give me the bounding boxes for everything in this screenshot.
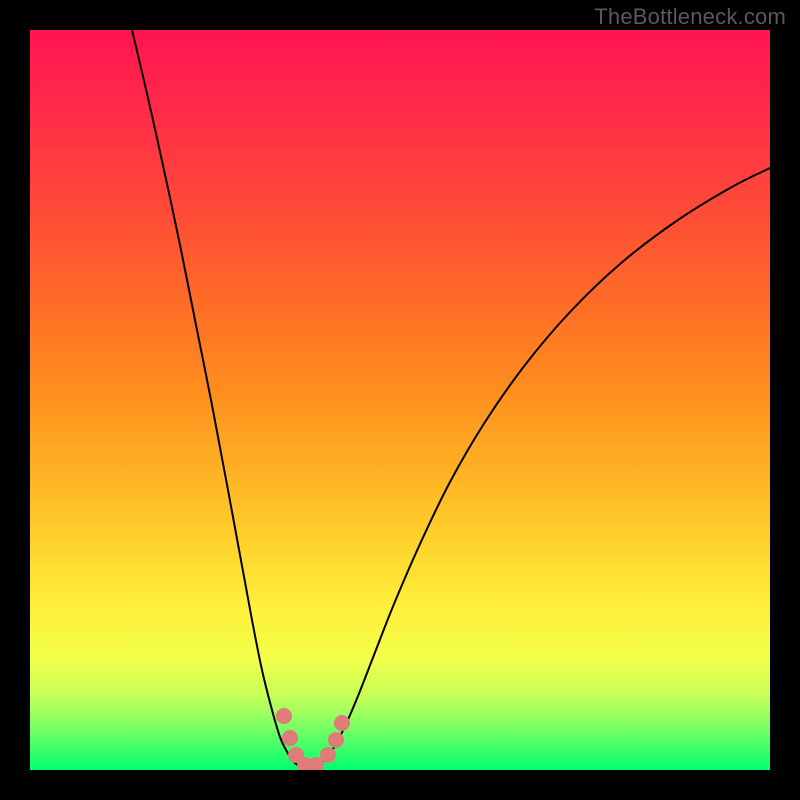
curve-marker (282, 730, 298, 746)
curve-layer (30, 30, 770, 770)
curve-marker (320, 747, 336, 763)
plot-area (30, 30, 770, 770)
curve-marker (334, 715, 350, 731)
curve-right-branch (307, 168, 770, 769)
curve-left-branch (132, 30, 307, 769)
watermark-text: TheBottleneck.com (594, 4, 786, 30)
curve-marker (328, 732, 344, 748)
curve-marker (276, 708, 292, 724)
marker-group (276, 708, 350, 770)
